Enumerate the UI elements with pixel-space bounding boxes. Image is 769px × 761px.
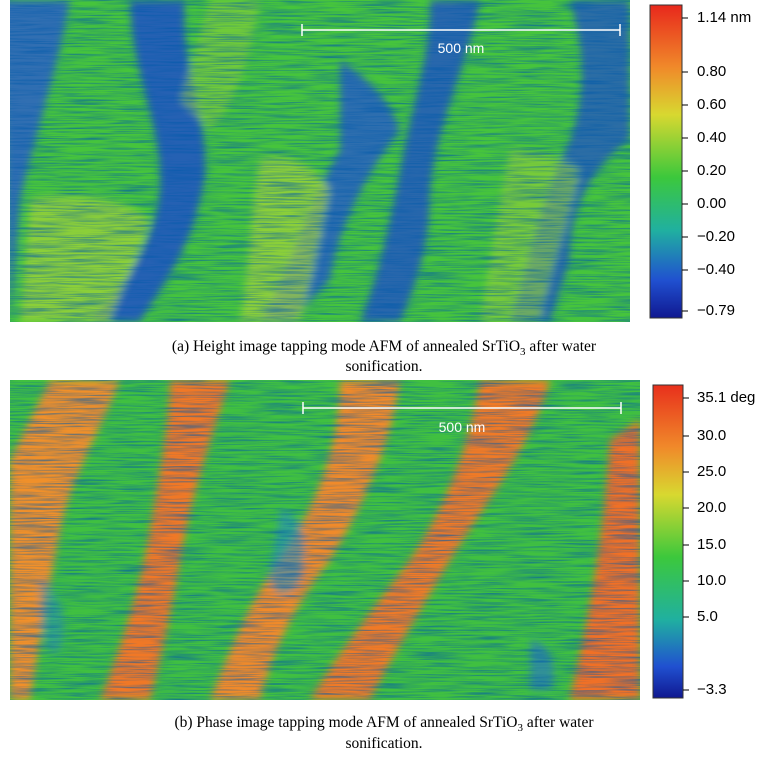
caption-text: (a) Height image tapping mode AFM of ann… (172, 338, 520, 355)
colorbar (652, 384, 684, 699)
colorbar-tick-label: 0.80 (697, 63, 726, 80)
caption-text: (b) Phase image tapping mode AFM of anne… (174, 714, 517, 731)
scale-bar-label: 500 nm (438, 40, 485, 56)
colorbar-tick-label: 10.0 (697, 572, 726, 589)
colorbar-tick-label: 30.0 (697, 427, 726, 444)
colorbar-tick-label: −0.20 (697, 228, 735, 245)
caption-line: sonification. (345, 358, 422, 375)
phase-image (10, 380, 640, 700)
caption-line: sonification. (345, 735, 422, 752)
caption-subscript: 3 (517, 722, 523, 734)
colorbar-tick-label: 0.20 (697, 162, 726, 179)
scale-bar-label: 500 nm (439, 419, 486, 435)
colorbar-tick-label: 1.14 nm (697, 9, 751, 26)
colorbar-tick-label: −0.79 (697, 302, 735, 319)
colorbar-tick-label: 20.0 (697, 499, 726, 516)
colorbar-tick-label: 15.0 (697, 536, 726, 553)
height-image (10, 0, 630, 322)
image-noise (10, 0, 630, 322)
colorbar-tick-label: −3.3 (697, 681, 727, 698)
colorbar-tick-label: 25.0 (697, 463, 726, 480)
caption: (b) Phase image tapping mode AFM of anne… (174, 714, 594, 734)
colorbar-tick-label: 0.60 (697, 96, 726, 113)
colorbar-tick-label: 5.0 (697, 608, 718, 625)
image-noise (10, 380, 640, 700)
caption-subscript: 3 (520, 346, 526, 358)
colorbar-tick-label: 0.40 (697, 129, 726, 146)
caption: (a) Height image tapping mode AFM of ann… (172, 338, 597, 358)
caption-text: after water (526, 338, 597, 355)
colorbar-tick-label: 0.00 (697, 195, 726, 212)
colorbar (649, 4, 683, 319)
colorbar-tick-label: 35.1 deg (697, 389, 755, 406)
colorbar-tick-label: −0.40 (697, 261, 735, 278)
caption-text: after water (523, 714, 594, 731)
